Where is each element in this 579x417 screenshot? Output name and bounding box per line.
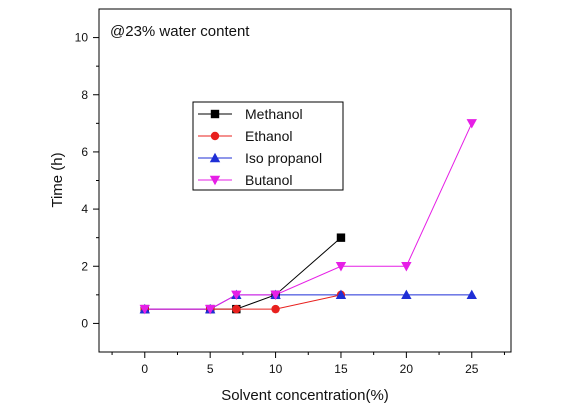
data-point-butanol [139, 304, 150, 315]
x-axis-label: Solvent concentration(%) [221, 387, 389, 404]
legend-label-ethanol: Ethanol [245, 128, 292, 144]
y-axis-label: Time (h) [49, 152, 66, 207]
y-tick-label: 10 [75, 31, 89, 45]
y-tick-label: 0 [81, 316, 88, 330]
data-point-butanol [204, 304, 216, 315]
legend-label-butanol: Butanol [245, 172, 292, 188]
minor-ticks [96, 65, 505, 355]
legend: Methanol Ethanol Iso propanol Butanol [192, 101, 344, 191]
x-tick-label: 20 [400, 362, 414, 376]
legend-label-iso-propanol: Iso propanol [245, 150, 322, 166]
data-point-butanol [335, 262, 347, 272]
x-tick-label: 25 [465, 362, 479, 376]
y-tick-label: 8 [81, 88, 88, 102]
legend-marker-ethanol [210, 131, 220, 141]
data-point-butanol [466, 119, 477, 129]
chart-annotation: @23% water content [110, 23, 250, 40]
y-tick-label: 4 [81, 202, 88, 216]
x-tick-label: 15 [334, 362, 348, 376]
x-tick-labels: 0 5 10 15 20 25 [141, 362, 478, 376]
series-line-methanol [144, 237, 342, 310]
legend-label-methanol: Methanol [245, 106, 303, 122]
x-tick-label: 0 [141, 362, 148, 376]
data-point-butanol [401, 262, 412, 272]
data-point-methanol [336, 233, 346, 242]
data-point-iso-propanol [401, 289, 412, 300]
data-point-iso-propanol [466, 289, 477, 300]
y-tick-labels: 0 2 4 6 8 10 [75, 31, 89, 331]
data-point-iso-propanol [335, 289, 347, 300]
data-point-ethanol [232, 304, 241, 314]
series-markers [139, 119, 477, 315]
y-tick-label: 6 [81, 145, 88, 159]
data-point-butanol [231, 290, 242, 301]
legend-marker-methanol [210, 109, 220, 119]
y-tick-label: 2 [81, 259, 88, 273]
data-point-ethanol [271, 304, 280, 314]
data-point-butanol [270, 290, 281, 301]
legend-marker-iso-propanol [209, 152, 221, 163]
legend-marker-butanol [209, 175, 221, 186]
major-ticks [93, 37, 473, 358]
legend-items: Methanol Ethanol Iso propanol Butanol [198, 106, 322, 188]
x-tick-label: 10 [269, 362, 283, 376]
x-tick-label: 5 [207, 362, 214, 376]
